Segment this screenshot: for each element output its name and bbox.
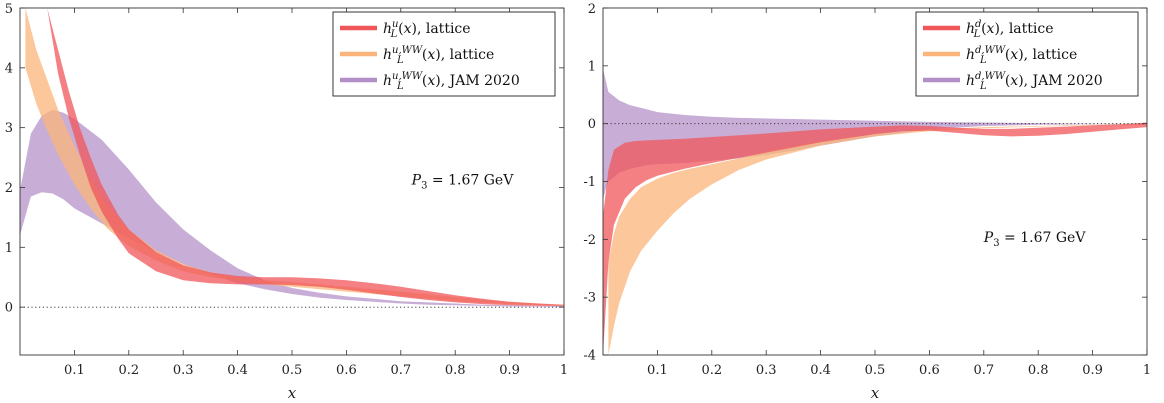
x-tick-label: 0.7: [390, 363, 411, 378]
x-tick-label: 0.9: [499, 363, 520, 378]
y-tick-label: 3: [5, 121, 13, 136]
y-tick-label: -4: [583, 349, 596, 364]
x-tick-label: 0.9: [1082, 363, 1103, 378]
y-tick-label: 2: [5, 181, 13, 196]
bands: [603, 68, 1147, 355]
x-axis-label: x: [871, 384, 880, 402]
y-tick-label: 0: [5, 301, 13, 316]
x-tick-label: 0.7: [973, 363, 994, 378]
x-tick-label: 0.1: [64, 363, 85, 378]
y-tick-label: 1: [5, 241, 13, 256]
x-tick-label: 0.6: [919, 363, 940, 378]
band-3: [603, 122, 1147, 355]
x-tick-label: 0.1: [647, 363, 668, 378]
x-tick-label: 0.4: [810, 363, 831, 378]
y-tick-label: -1: [583, 175, 596, 190]
x-tick-label: 0.8: [445, 363, 466, 378]
x-tick-label: 0.2: [118, 363, 139, 378]
x-tick-label: 0.4: [227, 363, 248, 378]
legend-entry: hd,WW L (x), JAM 2020: [966, 71, 1103, 92]
legend-entry: hu,WW L (x), JAM 2020: [383, 71, 520, 92]
legend-entry: hd,WW L (x), lattice: [966, 45, 1077, 66]
legend-entry: hu L(x), lattice: [383, 19, 471, 40]
y-tick-label: 5: [5, 2, 13, 17]
y-tick-label: 0: [588, 117, 596, 132]
x-tick-label: 0.6: [336, 363, 357, 378]
bands: [20, 8, 564, 308]
y-tick-label: 2: [588, 2, 596, 17]
legend-entry: hu,WW L (x), lattice: [383, 45, 494, 66]
x-axis-label: x: [288, 384, 297, 402]
x-tick-label: 0.5: [865, 363, 886, 378]
annotation: P3 = 1.67 GeV: [411, 172, 515, 191]
y-tick-label: 4: [5, 61, 13, 76]
y-tick-label: 1: [588, 59, 596, 74]
chart-panel-1: 0.1 0.2 0.3 0.4 0.5 0.6 0.7 0.8 0.9 1 0 1 2 3 4 5 x P3 = …: [5, 2, 568, 402]
x-tick-label: 1: [1143, 363, 1151, 378]
x-tick-label: 0.8: [1028, 363, 1049, 378]
x-tick-label: 0.5: [282, 363, 303, 378]
y-tick-label: -2: [583, 233, 596, 248]
x-tick-label: 0.3: [756, 363, 777, 378]
annotation: P3 = 1.67 GeV: [983, 230, 1087, 249]
y-tick-label: -3: [583, 291, 596, 306]
x-tick-label: 1: [560, 363, 568, 378]
x-tick-label: 0.2: [701, 363, 722, 378]
x-tick-label: 0.3: [173, 363, 194, 378]
chart-panel-2: 0.1 0.2 0.3 0.4 0.5 0.6 0.7 0.8 0.9 1 2 1 0 -1 -2 -3 -4 x…: [583, 2, 1151, 402]
legend: hd L(x), lattice hd,WW L (x), lattice hd,WW L(…: [915, 11, 1139, 97]
legend: hu L(x), lattice hu,WW L (x), lattice hu,WW L(…: [332, 11, 556, 97]
legend-entry: hd L(x), lattice: [966, 19, 1054, 40]
